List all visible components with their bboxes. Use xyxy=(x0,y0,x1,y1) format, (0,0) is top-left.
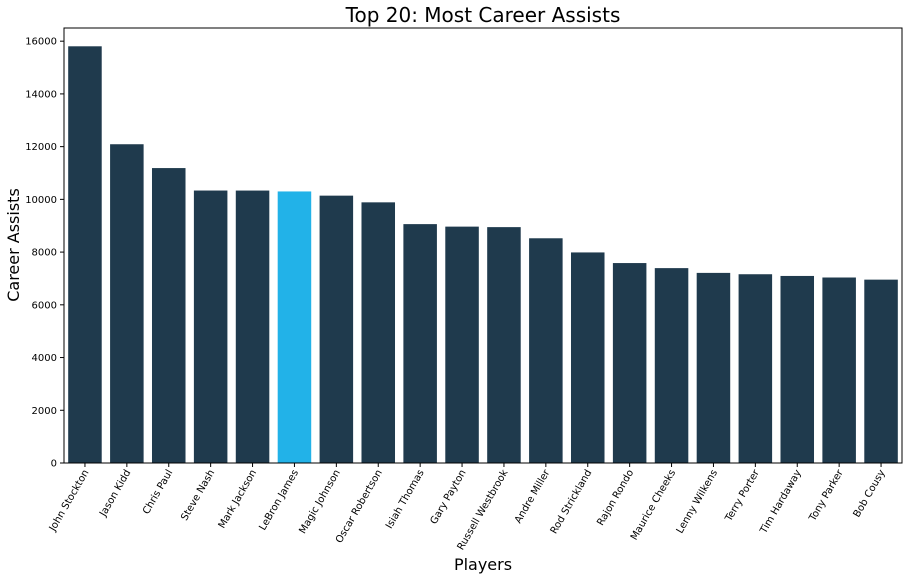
x-tick-label: Gary Payton xyxy=(429,468,469,526)
x-tick-label: LeBron James xyxy=(257,468,301,532)
x-tick-label: Isiah Thomas xyxy=(384,468,427,531)
bar-russell-westbrook xyxy=(487,227,521,463)
x-tick-label: John Stockton xyxy=(47,468,92,534)
x-axis-label: Players xyxy=(454,555,512,574)
x-tick-label: Terry Porter xyxy=(723,467,762,524)
bar-john-stockton xyxy=(68,46,102,464)
x-tick-label: Magic Johnson xyxy=(297,468,343,536)
bar-jason-kidd xyxy=(110,144,144,463)
bar-chris-paul xyxy=(151,168,186,463)
plot-frame xyxy=(63,27,903,464)
x-axis: John Stockton Jason Kidd Chris Paul Steve N… xyxy=(47,463,888,552)
y-axis-label: Career Assists xyxy=(4,188,23,302)
y-tick-label: 6000 xyxy=(32,300,57,311)
y-tick-label: 4000 xyxy=(32,353,57,364)
x-tick-label: Mark Jackson xyxy=(217,468,259,531)
x-tick-label: Rajon Rondo xyxy=(595,468,636,528)
y-axis: 0 2000 4000 6000 8000 10000 12000 14000 16000 xyxy=(25,37,64,470)
bar-andre-miller xyxy=(529,238,563,463)
bar-magic-johnson xyxy=(319,195,354,463)
y-tick-label: 8000 xyxy=(32,248,57,259)
y-tick-label: 2000 xyxy=(32,406,57,417)
x-tick-label: Bob Cousy xyxy=(852,468,888,520)
bar-mark-jackson xyxy=(235,190,270,464)
bar-lenny-wilkens xyxy=(696,272,731,463)
bar-oscar-robertson xyxy=(361,202,396,464)
bar-maurice-cheeks xyxy=(654,268,689,463)
bars-group xyxy=(68,46,898,464)
y-tick-label: 14000 xyxy=(25,89,57,100)
y-tick-label: 12000 xyxy=(25,142,57,153)
bar-steve-nash xyxy=(193,190,228,464)
x-tick-label: Tony Parker xyxy=(807,467,846,524)
y-tick-label: 10000 xyxy=(25,195,57,206)
x-tick-label: Oscar Robertson xyxy=(334,468,385,545)
bar-rajon-rondo xyxy=(612,263,647,463)
x-tick-label: Maurice Cheeks xyxy=(629,468,678,542)
x-tick-label: Tim Hardaway xyxy=(758,468,804,537)
y-tick-label: 16000 xyxy=(25,37,57,48)
x-tick-label: Andre Miller xyxy=(513,467,553,525)
x-tick-label: Steve Nash xyxy=(179,468,217,523)
bar-tony-parker xyxy=(822,277,856,463)
bar-bob-cousy xyxy=(864,279,898,463)
x-tick-label: Jason Kidd xyxy=(97,468,133,519)
x-tick-label: Lenny Wilkens xyxy=(675,468,720,536)
bar-terry-porter xyxy=(738,274,773,463)
bar-rod-strickland xyxy=(570,252,605,463)
bar-isiah-thomas xyxy=(403,224,437,463)
bar-lebron-james xyxy=(277,191,312,464)
x-tick-label: Chris Paul xyxy=(141,468,175,516)
bar-tim-hardaway xyxy=(780,275,815,463)
bar-gary-payton xyxy=(445,226,479,463)
y-tick-label: 0 xyxy=(51,459,57,470)
chart-title: Top 20: Most Career Assists xyxy=(345,3,621,27)
x-tick-label: Rod Strickland xyxy=(549,468,595,536)
